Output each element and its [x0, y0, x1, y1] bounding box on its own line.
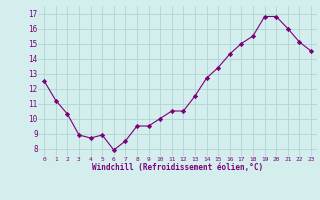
X-axis label: Windchill (Refroidissement éolien,°C): Windchill (Refroidissement éolien,°C) — [92, 163, 263, 172]
